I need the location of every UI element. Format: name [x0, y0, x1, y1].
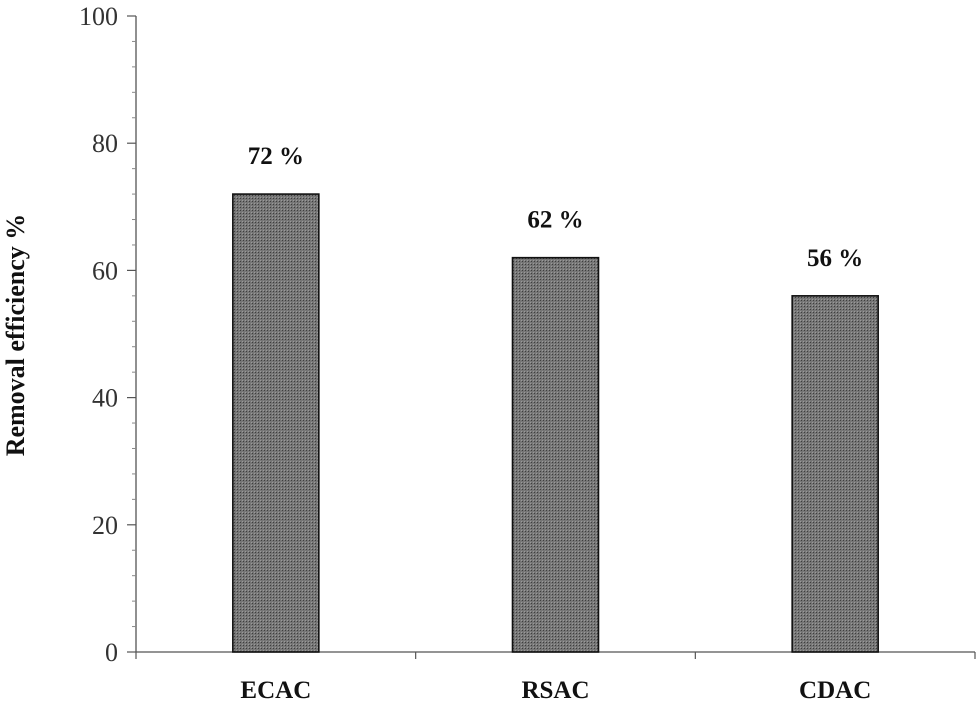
y-tick-label: 0 [105, 638, 118, 667]
y-tick-label: 60 [92, 256, 118, 285]
bar-series [232, 193, 879, 653]
bar-rsac [511, 256, 600, 653]
y-axis: 0 20 40 60 80 100 [79, 2, 137, 667]
y-tick-label: 40 [92, 384, 118, 413]
y-tick-label: 80 [92, 129, 118, 158]
bar-cdac [791, 295, 879, 653]
y-axis-title: Removal efficiency % [1, 214, 30, 457]
data-label-ecac: 72 % [248, 143, 304, 170]
bar-ecac [232, 193, 320, 653]
data-label-cdac: 56 % [807, 245, 863, 272]
x-axis [135, 651, 976, 659]
category-label-ecac: ECAC [240, 677, 311, 701]
category-label-rsac: RSAC [521, 677, 589, 701]
y-tick-label: 100 [79, 2, 118, 31]
category-label-cdac: CDAC [799, 677, 871, 701]
y-tick-label: 20 [92, 511, 118, 540]
data-label-rsac: 62 % [527, 207, 583, 234]
data-labels: 72 % 62 % 56 % [248, 143, 864, 272]
category-labels: ECAC RSAC CDAC [240, 677, 871, 701]
